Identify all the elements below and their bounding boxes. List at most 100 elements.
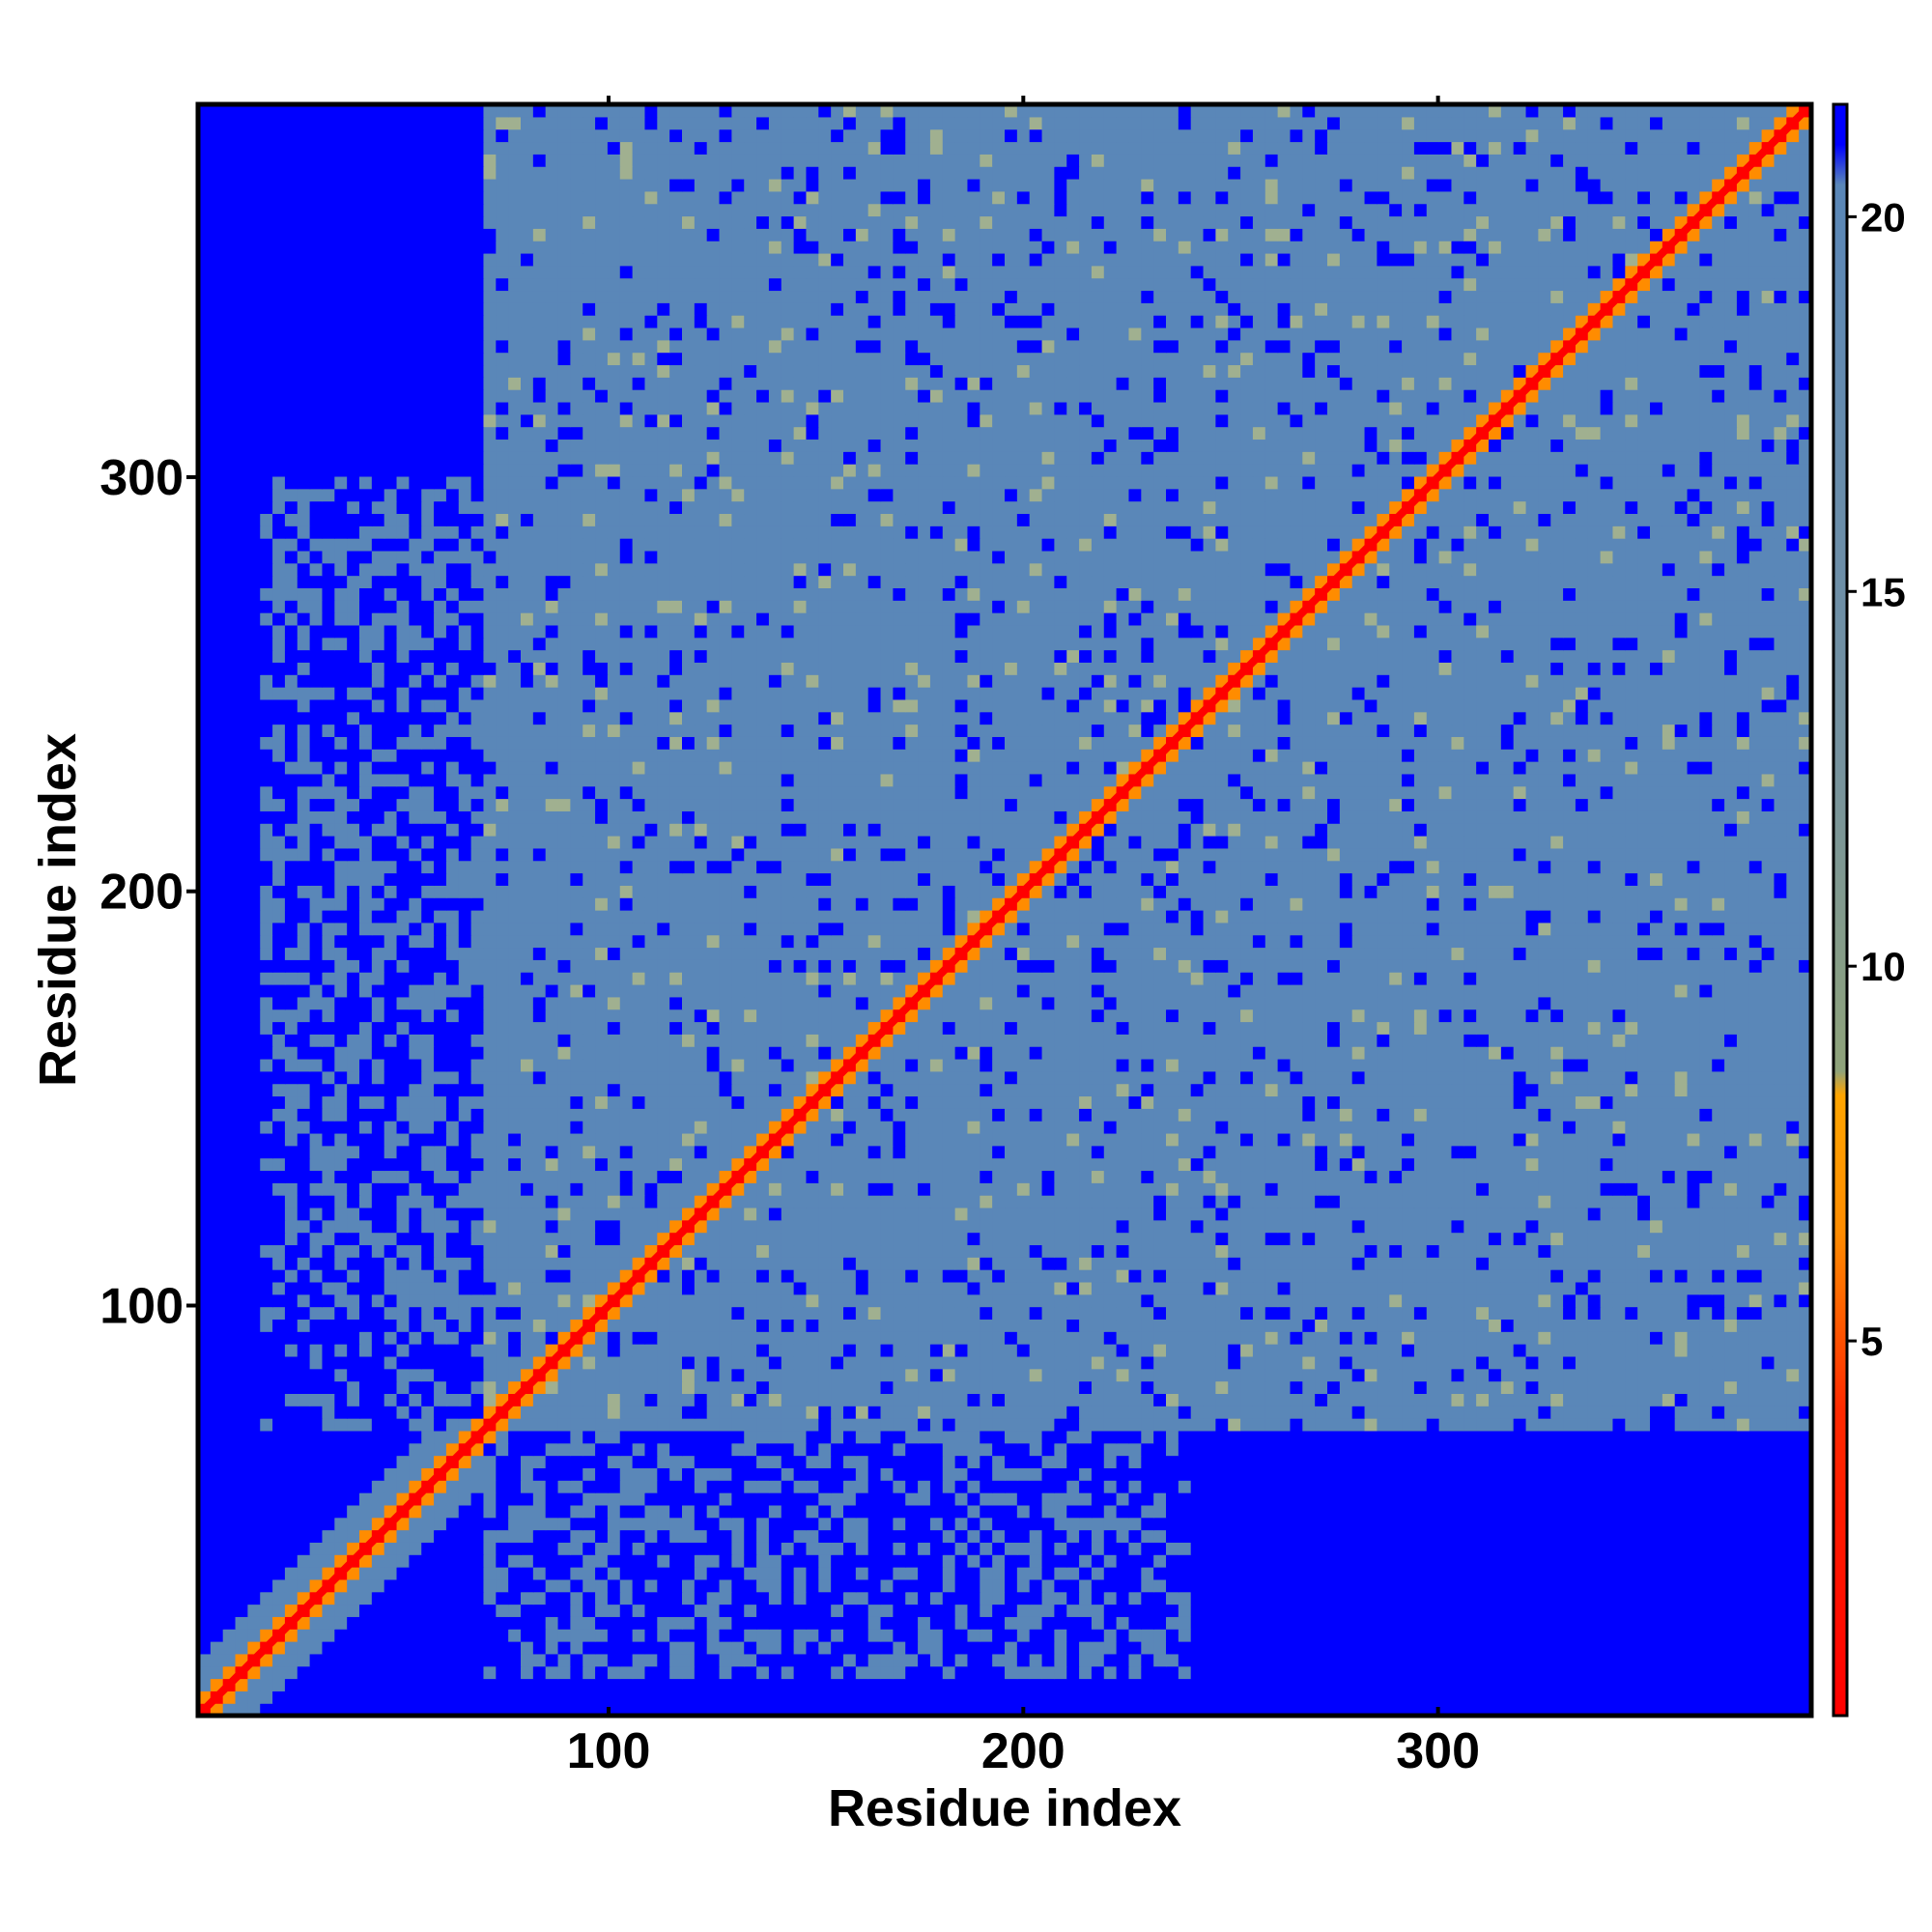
heatmap-cell bbox=[793, 1504, 808, 1519]
heatmap-cell bbox=[768, 1293, 782, 1308]
heatmap-cell bbox=[1141, 1517, 1154, 1531]
heatmap-cell bbox=[1302, 1665, 1316, 1680]
heatmap-cell bbox=[1650, 1480, 1663, 1493]
heatmap-cell bbox=[1525, 1319, 1539, 1332]
heatmap-cell bbox=[1402, 1616, 1415, 1630]
heatmap-cell bbox=[496, 1542, 509, 1555]
heatmap-cell bbox=[1203, 1257, 1216, 1270]
heatmap-cell bbox=[1600, 1393, 1614, 1406]
heatmap-cell bbox=[619, 1467, 634, 1481]
heatmap-cell bbox=[1413, 1641, 1428, 1655]
heatmap-cell bbox=[1625, 1492, 1638, 1506]
heatmap-cell bbox=[1774, 1467, 1787, 1481]
heatmap-cell bbox=[445, 1492, 460, 1506]
heatmap-cell bbox=[284, 1665, 298, 1680]
heatmap-cell bbox=[706, 1380, 721, 1394]
heatmap-cell bbox=[1438, 1604, 1453, 1617]
heatmap-cell bbox=[545, 1257, 559, 1270]
heatmap-cell bbox=[1736, 1319, 1750, 1332]
heatmap-cell bbox=[272, 1455, 286, 1468]
heatmap-cell bbox=[1774, 1257, 1787, 1270]
heatmap-cell bbox=[1079, 1331, 1093, 1345]
heatmap-cell bbox=[806, 1604, 819, 1617]
heatmap-cell bbox=[334, 1319, 348, 1332]
heatmap-cell bbox=[545, 1430, 559, 1444]
heatmap-cell bbox=[1699, 1442, 1713, 1457]
heatmap-cell bbox=[557, 1517, 571, 1531]
heatmap-cell bbox=[1079, 1244, 1093, 1258]
heatmap-cell bbox=[1463, 1406, 1477, 1419]
heatmap-cell bbox=[434, 1293, 447, 1308]
heatmap-cell bbox=[1228, 1293, 1241, 1308]
heatmap-cell bbox=[706, 1554, 721, 1568]
heatmap-cell bbox=[781, 1542, 795, 1555]
heatmap-cell bbox=[396, 1542, 410, 1555]
heatmap-cell bbox=[359, 1690, 373, 1704]
heatmap-cell bbox=[1489, 1567, 1502, 1580]
heatmap-cell bbox=[1489, 1319, 1502, 1332]
heatmap-cell bbox=[557, 1591, 571, 1605]
heatmap-cell bbox=[806, 1406, 819, 1419]
heatmap-cell bbox=[1748, 1331, 1763, 1345]
heatmap-cell bbox=[1413, 1380, 1428, 1394]
heatmap-cell bbox=[1339, 1380, 1353, 1394]
heatmap-cell bbox=[1687, 1690, 1700, 1704]
heatmap-cell bbox=[1402, 1455, 1415, 1468]
heatmap-cell bbox=[582, 1355, 596, 1370]
heatmap-cell bbox=[521, 1406, 534, 1419]
heatmap-cell bbox=[1141, 1269, 1154, 1283]
heatmap-cell bbox=[1178, 1567, 1192, 1580]
heatmap-cell bbox=[1005, 1591, 1018, 1605]
heatmap-cell bbox=[992, 1480, 1006, 1493]
heatmap-cell bbox=[1662, 1554, 1676, 1568]
heatmap-cell bbox=[284, 1492, 298, 1506]
heatmap-cell bbox=[496, 1591, 509, 1605]
heatmap-cell bbox=[1538, 1430, 1551, 1444]
heatmap-cell bbox=[1699, 1306, 1713, 1321]
heatmap-cell bbox=[1650, 1380, 1663, 1394]
heatmap-cell bbox=[359, 1406, 373, 1419]
heatmap-cell bbox=[508, 1319, 522, 1332]
heatmap-cell bbox=[918, 1467, 931, 1481]
heatmap-cell bbox=[942, 1567, 956, 1580]
heatmap-cell bbox=[1016, 1344, 1031, 1357]
heatmap-cell bbox=[719, 1641, 732, 1655]
heatmap-cell bbox=[893, 1355, 906, 1370]
heatmap-cell bbox=[682, 1529, 696, 1543]
heatmap-cell bbox=[1016, 1467, 1031, 1481]
heatmap-cell bbox=[1005, 1641, 1018, 1655]
heatmap-cell bbox=[1290, 1380, 1303, 1394]
heatmap-cell bbox=[496, 1281, 509, 1295]
heatmap-cell bbox=[483, 1244, 497, 1258]
heatmap-cell bbox=[1563, 1641, 1577, 1655]
heatmap-cell bbox=[967, 1641, 980, 1655]
heatmap-cell bbox=[1650, 1542, 1663, 1555]
heatmap-cell bbox=[434, 1244, 447, 1258]
heatmap-cell bbox=[496, 1257, 509, 1270]
heatmap-cell bbox=[409, 1554, 422, 1568]
heatmap-cell bbox=[1786, 1591, 1800, 1605]
heatmap-cell bbox=[1339, 1281, 1353, 1295]
heatmap-cell bbox=[1538, 1368, 1551, 1382]
heatmap-cell bbox=[1389, 1529, 1403, 1543]
heatmap-cell bbox=[706, 1344, 721, 1357]
heatmap-cell bbox=[1029, 1257, 1043, 1270]
heatmap-cell bbox=[1264, 1678, 1279, 1691]
heatmap-cell bbox=[483, 1517, 497, 1531]
heatmap-cell bbox=[1041, 1331, 1055, 1345]
heatmap-cell bbox=[1351, 1591, 1366, 1605]
heatmap-cell bbox=[1066, 1641, 1080, 1655]
heatmap-cell bbox=[918, 1703, 931, 1716]
heatmap-cell bbox=[1662, 1368, 1676, 1382]
heatmap-cell bbox=[272, 1591, 286, 1605]
heatmap-cell bbox=[1662, 1281, 1676, 1295]
heatmap-cell bbox=[347, 1368, 360, 1382]
heatmap-cell bbox=[942, 1393, 956, 1406]
heatmap-cell bbox=[483, 1604, 497, 1617]
heatmap-cell bbox=[260, 1554, 273, 1568]
heatmap-cell bbox=[1116, 1529, 1130, 1543]
heatmap-cell bbox=[1402, 1665, 1415, 1680]
heatmap-cell bbox=[1228, 1393, 1241, 1406]
heatmap-cell bbox=[1103, 1319, 1118, 1332]
heatmap-cell bbox=[1600, 1703, 1614, 1716]
